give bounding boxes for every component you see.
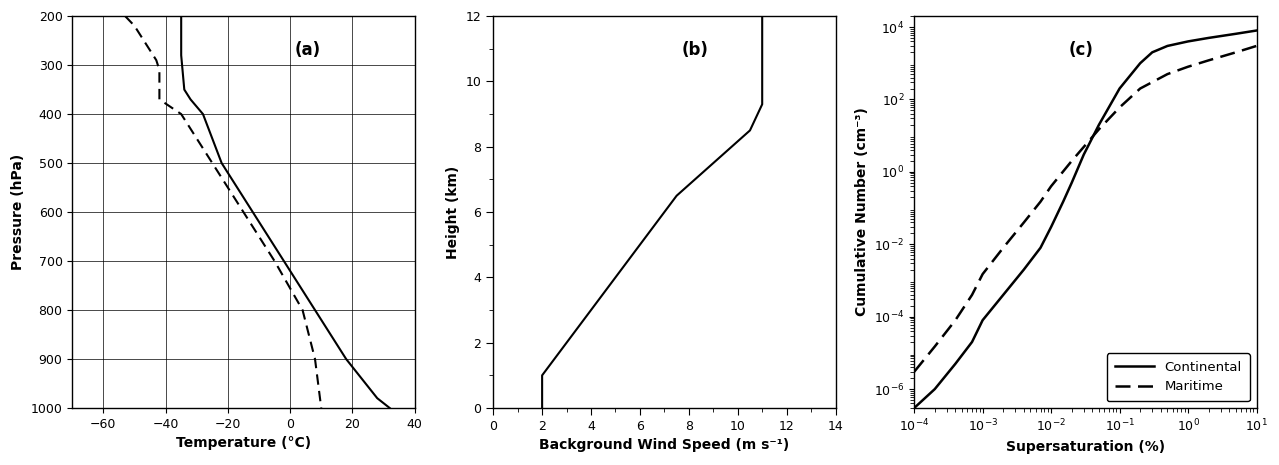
Continental — [1111, 86, 1127, 91]
Continental — [1145, 50, 1160, 55]
Legend: Continental, Maritime: Continental, Maritime — [1106, 353, 1250, 401]
Y-axis label: Height (km): Height (km) — [446, 166, 460, 259]
Maritime — [1033, 199, 1049, 205]
Continental — [1017, 267, 1032, 272]
Maritime — [1044, 184, 1059, 189]
Text: (c): (c) — [1068, 41, 1094, 60]
Maritime — [1064, 158, 1079, 164]
X-axis label: Temperature (°C): Temperature (°C) — [177, 436, 311, 450]
Text: (a): (a) — [294, 41, 321, 60]
Continental — [1160, 43, 1175, 49]
Continental — [1248, 28, 1264, 33]
Continental — [1055, 199, 1071, 205]
Continental — [1132, 60, 1147, 66]
Continental — [1044, 224, 1059, 230]
Continental — [995, 292, 1010, 298]
Maritime — [995, 245, 1010, 251]
Maritime — [964, 292, 980, 298]
Continental — [927, 386, 943, 392]
Continental — [907, 405, 922, 411]
Maritime — [975, 271, 990, 277]
Maritime — [907, 369, 922, 375]
Maritime — [1017, 219, 1032, 225]
Line: Maritime: Maritime — [914, 46, 1256, 372]
Continental — [964, 339, 980, 345]
Text: (b): (b) — [682, 41, 709, 60]
Maritime — [1160, 71, 1175, 77]
Continental — [1201, 35, 1216, 41]
Continental — [1064, 180, 1079, 186]
Maritime — [927, 344, 943, 349]
X-axis label: Supersaturation (%): Supersaturation (%) — [1005, 440, 1165, 454]
Maritime — [1181, 64, 1196, 69]
X-axis label: Background Wind Speed (m s⁻¹): Background Wind Speed (m s⁻¹) — [540, 438, 789, 452]
Line: Continental: Continental — [914, 31, 1256, 408]
Continental — [975, 318, 990, 323]
Continental — [1033, 245, 1049, 251]
Maritime — [1228, 50, 1243, 55]
Maritime — [948, 318, 963, 323]
Maritime — [1201, 58, 1216, 63]
Continental — [1181, 39, 1196, 44]
Maritime — [1091, 126, 1106, 132]
Continental — [1076, 152, 1091, 157]
Continental — [1228, 31, 1243, 37]
Continental — [948, 361, 963, 366]
Continental — [1091, 122, 1106, 127]
Maritime — [1111, 105, 1127, 110]
Maritime — [1132, 86, 1147, 91]
Maritime — [1248, 43, 1264, 49]
Y-axis label: Cumulative Number (cm⁻³): Cumulative Number (cm⁻³) — [854, 107, 868, 317]
Y-axis label: Pressure (hPa): Pressure (hPa) — [12, 154, 26, 270]
